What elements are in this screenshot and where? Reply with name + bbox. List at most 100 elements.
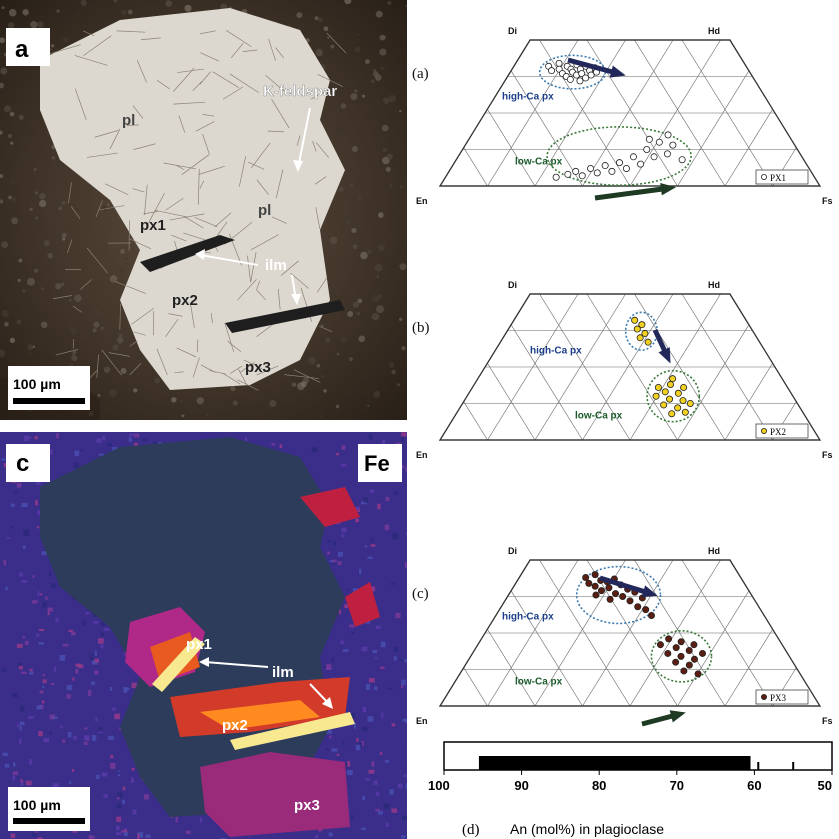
texture-dot	[321, 374, 325, 379]
pyroxene-point	[647, 611, 655, 619]
grid-line	[634, 39, 726, 187]
panel-letter: a	[15, 36, 29, 63]
fe-noise-pixel	[337, 551, 343, 557]
texture-dot	[124, 257, 128, 260]
pyroxene-point	[698, 649, 706, 657]
fe-noise-pixel	[364, 497, 368, 503]
fe-noise-pixel	[48, 572, 52, 576]
fe-noise-pixel	[373, 780, 378, 785]
fe-noise-pixel	[98, 453, 105, 456]
grid-line	[629, 293, 721, 441]
pyroxene-point	[650, 153, 658, 161]
fe-noise-pixel	[116, 796, 120, 800]
crack	[86, 247, 108, 274]
texture-dot	[10, 141, 14, 145]
fe-noise-pixel	[79, 449, 84, 452]
fe-noise-pixel	[16, 482, 22, 488]
crack	[136, 59, 147, 83]
pyroxene-point	[690, 641, 698, 649]
grid-line	[582, 293, 674, 441]
crack	[222, 86, 244, 100]
k-feldspar-arrow	[297, 107, 311, 169]
crack	[101, 349, 122, 376]
grid-line	[586, 559, 678, 707]
fe-noise-pixel	[52, 716, 58, 719]
crack	[173, 67, 195, 92]
low-ca-px-label: low-Ca px	[515, 157, 563, 168]
ternary-panel-c: Di Hd En Fs (c) high-Ca px low-Ca px PX3	[410, 528, 839, 738]
label-px1: px1	[186, 636, 212, 653]
grid-line	[534, 293, 626, 441]
trend-arrow-low-ca	[594, 185, 671, 201]
legend-marker	[760, 427, 767, 434]
pyroxene-point	[680, 383, 688, 391]
fe-noise-pixel	[329, 561, 335, 565]
pyroxene-point	[591, 582, 599, 590]
fe-noise-pixel	[19, 738, 22, 745]
crack	[176, 347, 197, 358]
texture-dot	[385, 167, 391, 173]
crack	[174, 371, 184, 374]
label-pl-2: pl	[258, 202, 271, 219]
panel-letter-box	[6, 444, 50, 482]
texture-dot	[354, 89, 358, 93]
element-label-box	[358, 444, 402, 482]
texture-dot	[0, 349, 6, 358]
fe-noise-pixel	[315, 835, 319, 839]
grid-line	[539, 293, 631, 441]
texture-dot	[8, 195, 12, 200]
crack	[52, 295, 72, 300]
texture-dot	[373, 390, 381, 398]
fe-noise-pixel	[59, 654, 66, 661]
fe-noise-pixel	[393, 491, 399, 495]
fe-noise-pixel	[19, 725, 22, 731]
fe-noise-pixel	[405, 466, 407, 472]
texture-dot	[399, 317, 403, 321]
fe-noise-pixel	[142, 438, 148, 442]
texture-dot	[365, 59, 370, 65]
texture-dot	[340, 103, 347, 109]
crack	[237, 379, 259, 391]
pyroxene-point	[552, 173, 560, 181]
texture-dot	[405, 4, 407, 8]
crack	[230, 365, 243, 374]
pyroxene-point	[668, 410, 676, 418]
pyroxene-point	[652, 392, 660, 400]
texture-dot	[69, 299, 72, 302]
fe-noise-pixel	[3, 559, 7, 566]
fe-noise-pixel	[20, 781, 24, 786]
fe-noise-pixel	[401, 436, 404, 442]
ilm-arrow-1	[199, 254, 259, 266]
fe-noise-pixel	[125, 687, 130, 691]
ilm-arrow-1	[204, 661, 269, 668]
crack	[154, 209, 188, 218]
texture-dot	[314, 16, 319, 21]
texture-dot	[389, 184, 393, 188]
fe-noise-pixel	[145, 834, 151, 838]
texture-dot	[378, 212, 384, 218]
legend-marker	[760, 173, 767, 180]
fe-noise-pixel	[393, 656, 397, 661]
fe-noise-pixel	[369, 489, 375, 494]
pyroxene-point	[666, 395, 674, 403]
texture-dot	[4, 322, 9, 327]
pyroxene-point	[572, 167, 580, 175]
fe-noise-pixel	[352, 588, 359, 592]
fe-noise-pixel	[401, 432, 407, 437]
grid-line	[582, 559, 674, 707]
fe-noise-pixel	[401, 835, 406, 839]
corner-hd: Hd	[708, 26, 720, 36]
fe-noise-pixel	[361, 827, 367, 831]
fe-noise-pixel	[344, 604, 349, 609]
crack	[132, 105, 144, 119]
fe-noise-pixel	[368, 769, 375, 774]
texture-dot	[0, 199, 4, 204]
texture-dot	[348, 357, 353, 362]
texture-dot	[360, 251, 368, 260]
high-ca-px-label: high-Ca px	[530, 345, 582, 356]
fe-noise-pixel	[25, 780, 32, 786]
grid-line	[582, 39, 674, 187]
texture-dot	[40, 321, 48, 329]
an-range-bar	[478, 756, 751, 770]
fe-noise-pixel	[175, 816, 178, 823]
